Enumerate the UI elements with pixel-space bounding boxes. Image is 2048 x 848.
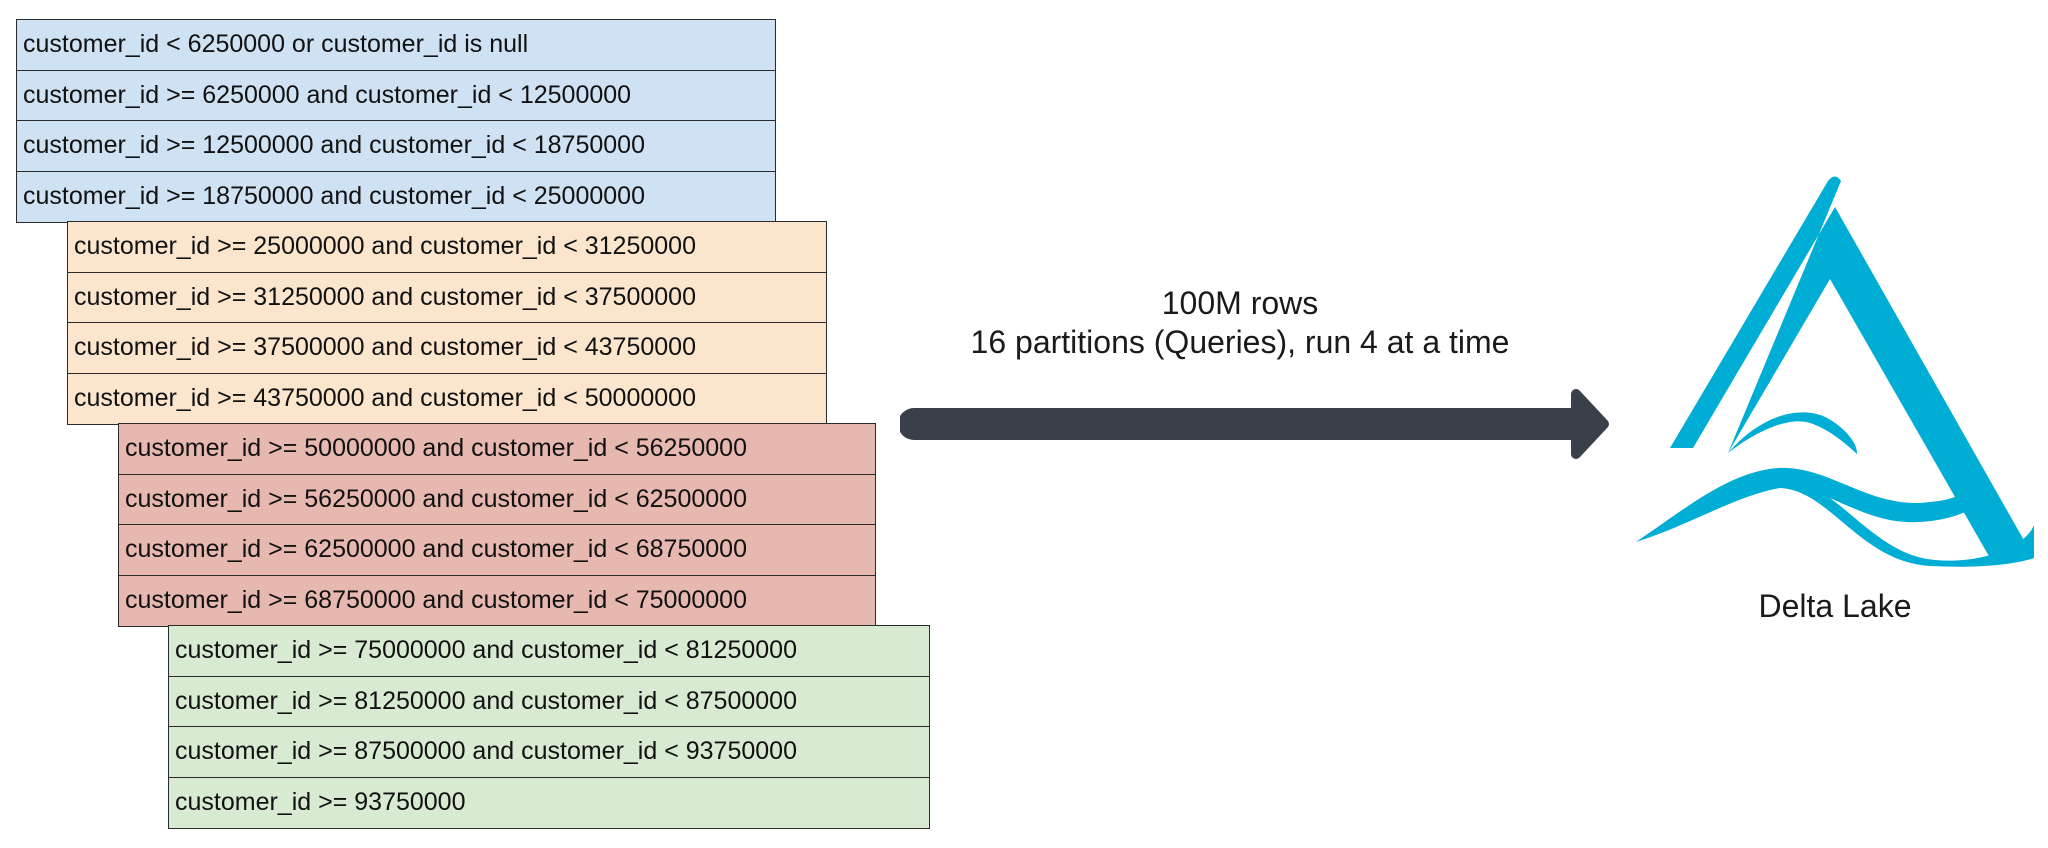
partition-group-4: customer_id >= 75000000 and customer_id … [168,625,930,829]
partition-row: customer_id >= 50000000 and customer_id … [119,424,875,475]
logo-label: Delta Lake [1758,588,1912,624]
partition-row: customer_id >= 56250000 and customer_id … [119,475,875,525]
flow-arrow-icon [900,389,1609,459]
partition-row: customer_id >= 37500000 and customer_id … [68,323,826,374]
partition-row: customer_id >= 25000000 and customer_id … [68,222,826,273]
partition-row: customer_id < 6250000 or customer_id is … [17,20,775,71]
partition-row: customer_id >= 93750000 [175,787,466,816]
partition-row: customer_id >= 75000000 and customer_id … [169,626,929,677]
partition-row: customer_id >= 62500000 and customer_id … [119,525,875,576]
partition-group-1: customer_id < 6250000 or customer_id is … [16,19,776,223]
partition-row: customer_id >= 43750000 and customer_id … [74,383,696,412]
partition-row: customer_id >= 81250000 and customer_id … [169,677,929,727]
partition-row: customer_id >= 31250000 and customer_id … [68,273,826,323]
partition-row: customer_id >= 12500000 and customer_id … [17,121,775,172]
partitions-caption: 16 partitions (Queries), run 4 at a time [970,324,1510,360]
partition-row: customer_id >= 68750000 and customer_id … [125,585,747,614]
partition-row: customer_id >= 18750000 and customer_id … [23,181,645,210]
partition-group-2: customer_id >= 25000000 and customer_id … [67,221,827,425]
rows-caption: 100M rows [1161,285,1319,321]
partition-row: customer_id >= 87500000 and customer_id … [169,727,929,778]
delta-lake-icon [1636,176,2034,567]
partition-group-3: customer_id >= 50000000 and customer_id … [118,423,876,627]
partition-row: customer_id >= 6250000 and customer_id <… [17,71,775,121]
